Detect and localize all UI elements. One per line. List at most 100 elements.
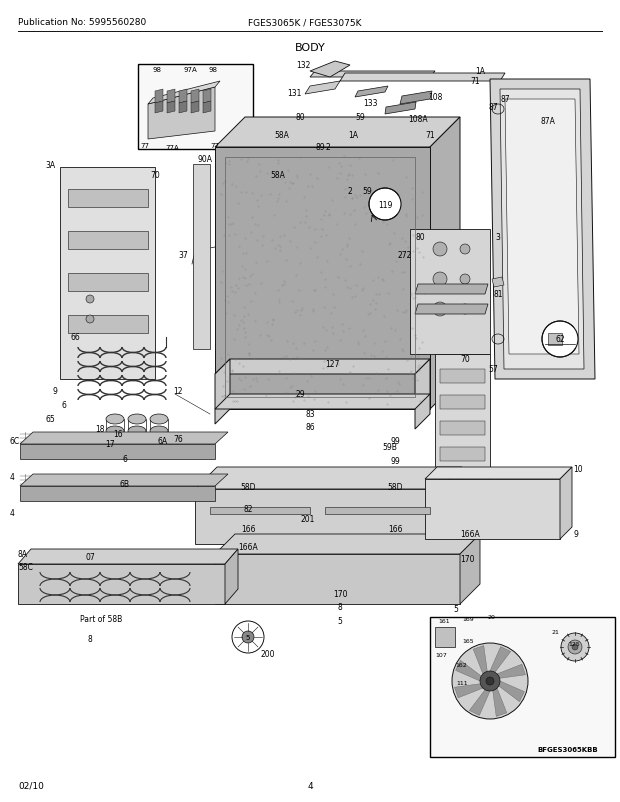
- Polygon shape: [215, 148, 430, 410]
- Text: 2: 2: [326, 144, 330, 152]
- Circle shape: [572, 644, 578, 650]
- Polygon shape: [193, 164, 210, 350]
- Text: 200: 200: [261, 650, 275, 658]
- Text: 12: 12: [173, 387, 183, 396]
- Polygon shape: [225, 549, 238, 604]
- Text: 58A: 58A: [275, 131, 290, 140]
- Text: 59B: 59B: [383, 443, 397, 452]
- Polygon shape: [548, 334, 562, 346]
- Polygon shape: [310, 72, 435, 78]
- Polygon shape: [435, 354, 490, 484]
- Text: 71: 71: [425, 131, 435, 140]
- Text: 37: 37: [178, 250, 188, 259]
- Text: 132: 132: [296, 60, 310, 70]
- Circle shape: [561, 634, 589, 661]
- Text: 125: 125: [568, 642, 580, 646]
- Text: 5: 5: [337, 617, 342, 626]
- Text: 82: 82: [243, 505, 253, 514]
- Text: 3A: 3A: [45, 160, 55, 169]
- Text: 89: 89: [315, 144, 325, 152]
- Text: 17: 17: [105, 440, 115, 449]
- Text: 58A: 58A: [270, 170, 285, 180]
- Polygon shape: [498, 681, 525, 702]
- Polygon shape: [493, 688, 507, 716]
- Polygon shape: [415, 285, 488, 294]
- Polygon shape: [148, 88, 215, 140]
- Polygon shape: [440, 395, 485, 410]
- Polygon shape: [215, 359, 230, 424]
- Circle shape: [86, 296, 94, 304]
- Circle shape: [542, 322, 578, 358]
- Polygon shape: [430, 118, 460, 410]
- Text: 166A: 166A: [460, 530, 480, 539]
- Polygon shape: [191, 102, 199, 114]
- Text: 59: 59: [355, 113, 365, 123]
- Polygon shape: [20, 486, 215, 501]
- Polygon shape: [155, 90, 163, 104]
- Circle shape: [568, 640, 582, 654]
- Text: 6B: 6B: [120, 480, 130, 489]
- Text: 02/10: 02/10: [18, 781, 44, 790]
- Text: 1A: 1A: [348, 131, 358, 140]
- Text: Publication No: 5995560280: Publication No: 5995560280: [18, 18, 146, 27]
- Text: 99: 99: [390, 457, 400, 466]
- Polygon shape: [425, 468, 572, 480]
- Polygon shape: [425, 480, 560, 539]
- Polygon shape: [215, 118, 460, 148]
- Text: 127: 127: [325, 360, 339, 369]
- Text: 57: 57: [488, 365, 498, 374]
- Text: 81: 81: [494, 290, 503, 299]
- Circle shape: [232, 622, 264, 653]
- Text: 162: 162: [455, 662, 467, 668]
- Polygon shape: [305, 82, 340, 95]
- Polygon shape: [20, 475, 228, 486]
- Polygon shape: [68, 316, 148, 334]
- Text: 170: 170: [333, 589, 347, 599]
- Polygon shape: [215, 359, 430, 375]
- Text: 77: 77: [211, 143, 219, 149]
- Polygon shape: [440, 422, 485, 435]
- Text: 20: 20: [488, 615, 496, 620]
- Text: 98: 98: [208, 67, 218, 73]
- Polygon shape: [469, 690, 490, 715]
- Polygon shape: [435, 627, 455, 647]
- Polygon shape: [138, 65, 253, 150]
- Text: 58C: 58C: [18, 563, 33, 572]
- Polygon shape: [430, 618, 615, 757]
- Polygon shape: [195, 489, 440, 545]
- Text: 6C: 6C: [10, 437, 20, 446]
- Text: 77A: 77A: [165, 145, 179, 151]
- Polygon shape: [400, 92, 432, 105]
- Text: 66: 66: [70, 333, 80, 342]
- Circle shape: [433, 273, 447, 286]
- Text: 201: 201: [301, 515, 315, 524]
- Circle shape: [480, 671, 500, 691]
- Text: 98: 98: [153, 67, 161, 73]
- Text: 77: 77: [141, 143, 149, 149]
- Text: 166: 166: [388, 525, 402, 534]
- Polygon shape: [195, 468, 462, 489]
- Circle shape: [460, 274, 470, 285]
- Polygon shape: [20, 444, 215, 460]
- Text: 165: 165: [462, 638, 474, 644]
- Text: 70: 70: [150, 170, 160, 180]
- Text: 107: 107: [435, 653, 447, 658]
- Text: 62: 62: [555, 335, 565, 344]
- Polygon shape: [440, 370, 485, 383]
- Polygon shape: [460, 534, 480, 604]
- Circle shape: [242, 631, 254, 643]
- Text: 80: 80: [415, 233, 425, 242]
- Text: 3: 3: [495, 233, 500, 242]
- Text: 2: 2: [348, 187, 352, 196]
- Text: 6A: 6A: [158, 437, 168, 446]
- Text: 58D: 58D: [388, 483, 403, 492]
- Polygon shape: [210, 508, 310, 514]
- Polygon shape: [440, 468, 462, 545]
- Text: 59: 59: [362, 187, 372, 196]
- Text: 108: 108: [428, 93, 442, 103]
- Text: 111: 111: [456, 681, 467, 686]
- Text: Part of 58B: Part of 58B: [80, 615, 122, 624]
- Polygon shape: [191, 90, 199, 104]
- Polygon shape: [385, 103, 416, 115]
- Circle shape: [452, 643, 528, 719]
